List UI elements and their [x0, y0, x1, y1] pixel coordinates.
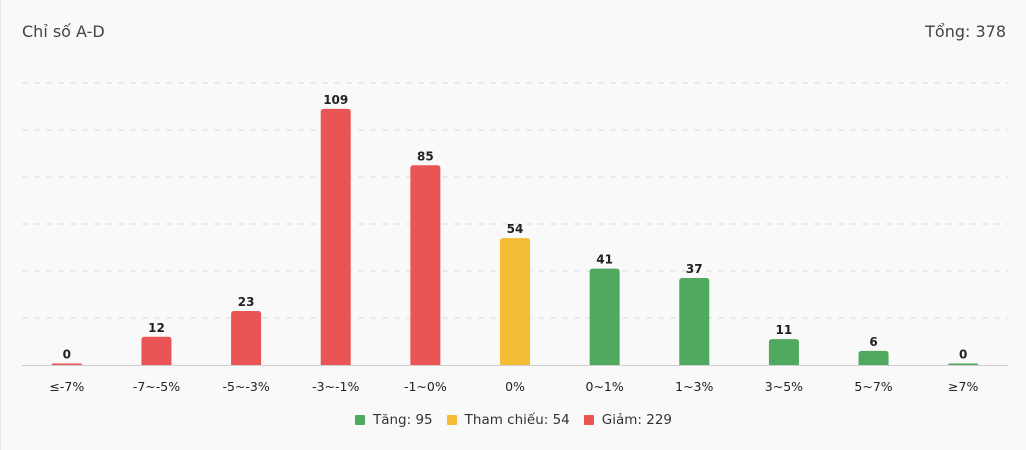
bar-value-label: 41 — [596, 253, 613, 267]
bar[interactable] — [768, 339, 799, 365]
x-tick-label: 3~5% — [765, 379, 803, 394]
bar-value-label: 54 — [507, 222, 524, 236]
x-tick-label: 5~7% — [854, 379, 892, 394]
bar-value-label: 85 — [417, 149, 434, 163]
bar-value-label: 6 — [869, 335, 877, 349]
legend-item-reference[interactable]: Tham chiếu: 54 — [446, 412, 570, 428]
x-tick-label: ≥7% — [948, 379, 978, 394]
bar-value-label: 12 — [148, 321, 165, 335]
bar[interactable] — [141, 336, 172, 365]
x-tick-label: -5~-3% — [222, 379, 269, 394]
x-tick-label: -7~-5% — [133, 379, 180, 394]
bar[interactable] — [320, 108, 351, 365]
x-tick-label: 1~3% — [675, 379, 713, 394]
legend-swatch-reference — [446, 415, 457, 425]
bar[interactable] — [410, 165, 441, 365]
bar-value-label: 0 — [959, 348, 967, 362]
ad-bar-chart: 0 ≤-7% 12 -7~-5% 23 -5~-3% 109 -3~-1% 85 -1~0% 54 0… — [22, 82, 1008, 394]
x-tick-label: -3~-1% — [312, 379, 359, 394]
total-count: Tổng: 378 — [925, 22, 1006, 41]
legend-item-decrease[interactable]: Giảm: 229 — [583, 412, 673, 428]
bar-value-label: 0 — [63, 348, 71, 362]
x-tick-label: ≤-7% — [49, 379, 84, 394]
legend-swatch-increase — [354, 415, 365, 425]
legend-label-decrease: Giảm: 229 — [601, 412, 673, 428]
x-tick-label: 0~1% — [586, 379, 624, 394]
bar[interactable] — [589, 268, 620, 365]
bar-value-label: 109 — [323, 93, 348, 107]
bar[interactable] — [948, 363, 979, 366]
bar[interactable] — [679, 278, 710, 365]
bar[interactable] — [231, 310, 262, 365]
legend-swatch-decrease — [583, 415, 594, 425]
bar[interactable] — [51, 363, 82, 366]
x-tick-label: -1~0% — [404, 379, 447, 394]
bar-value-label: 23 — [238, 295, 255, 309]
bar-value-label: 37 — [686, 262, 703, 276]
legend-label-reference: Tham chiếu: 54 — [464, 412, 570, 428]
bar[interactable] — [858, 350, 889, 365]
x-tick-label: 0% — [505, 379, 525, 394]
legend-item-increase[interactable]: Tăng: 95 — [354, 412, 433, 428]
legend-label-increase: Tăng: 95 — [372, 412, 433, 428]
chart-legend: Tăng: 95 Tham chiếu: 54 Giảm: 229 — [1, 412, 1026, 428]
bar[interactable] — [500, 238, 530, 365]
chart-title: Chỉ số A-D — [22, 22, 105, 41]
bar-value-label: 11 — [776, 323, 793, 337]
